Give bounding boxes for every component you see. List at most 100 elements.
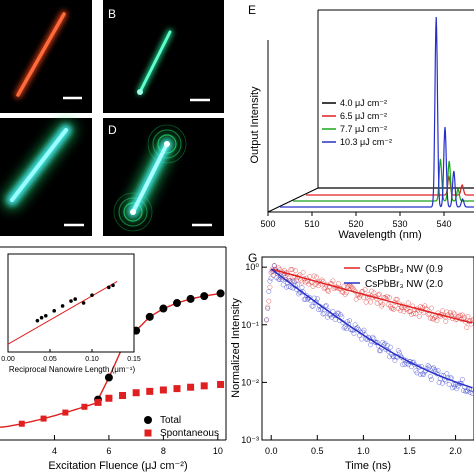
panel-f-inset-xticks: 0.00 0.05 0.10 0.15	[1, 349, 141, 363]
panel-g-data-point	[414, 370, 420, 376]
panel-g-data-point	[278, 273, 284, 279]
panel-g-data-point	[409, 364, 414, 370]
panel-g-data-point	[390, 305, 396, 311]
panel-g-data-point	[319, 277, 325, 283]
panel-f-legend-total-marker	[144, 416, 152, 424]
panel-g-data-point	[295, 282, 301, 288]
panel-f-inset-point	[90, 293, 94, 297]
panel-g-data-point	[386, 295, 392, 300]
panel-g-data-point	[396, 350, 402, 356]
panel-g-data-point	[395, 348, 401, 354]
panel-f-inset-point	[107, 285, 111, 290]
panel-g-data-point	[339, 289, 345, 295]
panel-g-legend-label: CsPbBr₃ NW (0.9	[365, 264, 443, 275]
panel-g-data-point	[267, 284, 273, 290]
panel-g-data-point	[288, 284, 294, 290]
panel-g: G Normalized Intensity 0.0 0.5 1.0 1.5 2.0 10…	[230, 251, 474, 472]
panel-g-data-point	[384, 343, 390, 348]
panel-g-fit-line	[270, 268, 473, 389]
panel-e-legend: 4.0 μJ cm⁻² 6.5 μJ cm⁻² 7.7 μJ cm⁻² 10.3 μJ…	[322, 98, 392, 147]
panel-f-inset-xtick-label: 0.15	[127, 356, 141, 363]
panel-e-trace	[293, 158, 474, 202]
panel-g-data-point	[265, 304, 271, 310]
panel-f-inset-frame	[7, 253, 135, 353]
panel-g-data-point	[417, 371, 423, 377]
panel-g-data-point	[266, 288, 272, 294]
panel-e-trace	[306, 175, 474, 196]
panel-g-data-point	[447, 310, 453, 316]
panel-g-legend: CsPbBr₃ NW (0.9 CsPbBr₃ NW (2.0	[344, 264, 443, 290]
panel-g-xtick-label: 2.0	[449, 446, 462, 456]
panel-g-data-point	[353, 296, 359, 302]
panel-f-xtick-label: 10	[213, 446, 223, 456]
panel-e-trace	[280, 16, 474, 208]
panel-g-data-point	[265, 306, 271, 311]
panel-f-xticks: 4 6 8 10	[52, 435, 223, 456]
panel-g-data-point	[403, 357, 409, 363]
panel-f-point-spontaneous	[119, 392, 127, 399]
panel-g-data-point	[428, 305, 434, 311]
panel-g-data-point	[336, 281, 341, 287]
panel-g-fit-line	[271, 268, 473, 324]
panel-f-inset-point	[44, 313, 48, 318]
panel-g-data-point	[321, 286, 327, 292]
panel-e-xtick-label: 510	[304, 219, 319, 229]
panel-g-ytick-label: 10⁻³	[241, 435, 259, 445]
panel-e-xtick-label: 530	[392, 219, 407, 229]
panel-b-wire-end	[137, 89, 143, 95]
panel-g-data-point	[266, 298, 272, 304]
panel-g-data-point	[339, 314, 345, 320]
panel-f-point-spontaneous	[132, 389, 140, 397]
panel-g-ytick-label: 10⁻²	[241, 377, 259, 387]
panel-d-wire	[131, 142, 169, 214]
panel-g-data-point	[405, 300, 411, 306]
panel-g-data-point	[316, 307, 322, 313]
panel-g-data-point	[270, 272, 276, 278]
panel-e-xlabel: Wavelength (nm)	[338, 229, 421, 241]
panel-g-data-point	[332, 317, 338, 323]
panel-b-background	[103, 0, 224, 113]
panel-e-legend-label: 4.0 μJ cm⁻²	[340, 98, 387, 108]
panel-g-data-point	[427, 373, 433, 379]
panel-f-xlabel: Excitation Fluence (μJ cm⁻²)	[48, 460, 187, 472]
panel-c-wire	[10, 128, 68, 202]
panel-g-data-point	[370, 334, 376, 340]
panel-f-inset: 0.00 0.05 0.10 0.15 Reciprocal Nanowire Len…	[1, 253, 141, 374]
panel-g-data-point	[413, 311, 419, 317]
panel-g-data-point	[311, 273, 317, 279]
panel-d-end-spot-bottom	[130, 209, 136, 215]
panel-g-data-point	[465, 314, 471, 319]
panel-g-data-point	[376, 291, 382, 297]
panel-f-point-total	[216, 289, 225, 298]
panel-g-data-point	[264, 317, 270, 323]
panel-f-xtick-label: 6	[106, 446, 111, 456]
panel-f-inset-xtick-label: 0.00	[1, 356, 15, 363]
panel-g-data-point	[451, 382, 456, 388]
panel-f-legend-spont-label: Spontaneous	[160, 428, 219, 439]
panel-g-data-point	[470, 386, 474, 392]
panel-e-xtick-label: 520	[348, 219, 363, 229]
panel-g-data-point	[444, 309, 450, 315]
panel-g-data-point	[321, 310, 327, 316]
panel-f-legend: Total Spontaneous	[144, 415, 219, 439]
panel-f-low-point	[62, 409, 69, 416]
panel-e-traces	[280, 16, 474, 208]
panel-g-data-point	[368, 299, 374, 305]
panel-g-data-point	[403, 306, 409, 312]
panel-f-inset-points	[35, 283, 115, 323]
panel-g-xtick-label: 0.0	[265, 446, 278, 456]
panel-g-data-point	[347, 318, 353, 324]
panel-e-label: E	[248, 3, 256, 17]
panel-f-low-point	[81, 403, 88, 410]
panel-g-data-point	[440, 380, 445, 386]
panel-g-data-point	[384, 294, 390, 299]
panel-e: E Output Intensity 500510520530540550 4.…	[248, 3, 474, 241]
panel-f-point-spontaneous	[94, 398, 102, 406]
panel-e-legend-label: 10.3 μJ cm⁻²	[340, 137, 392, 147]
panel-g-data-point	[354, 325, 360, 331]
panel-e-ylabel: Output Intensity	[249, 86, 261, 164]
panel-g-data-point	[310, 303, 316, 309]
panel-d: D	[103, 118, 224, 236]
panel-g-data-point	[446, 382, 452, 387]
panel-f-point-spontaneous	[105, 394, 113, 402]
